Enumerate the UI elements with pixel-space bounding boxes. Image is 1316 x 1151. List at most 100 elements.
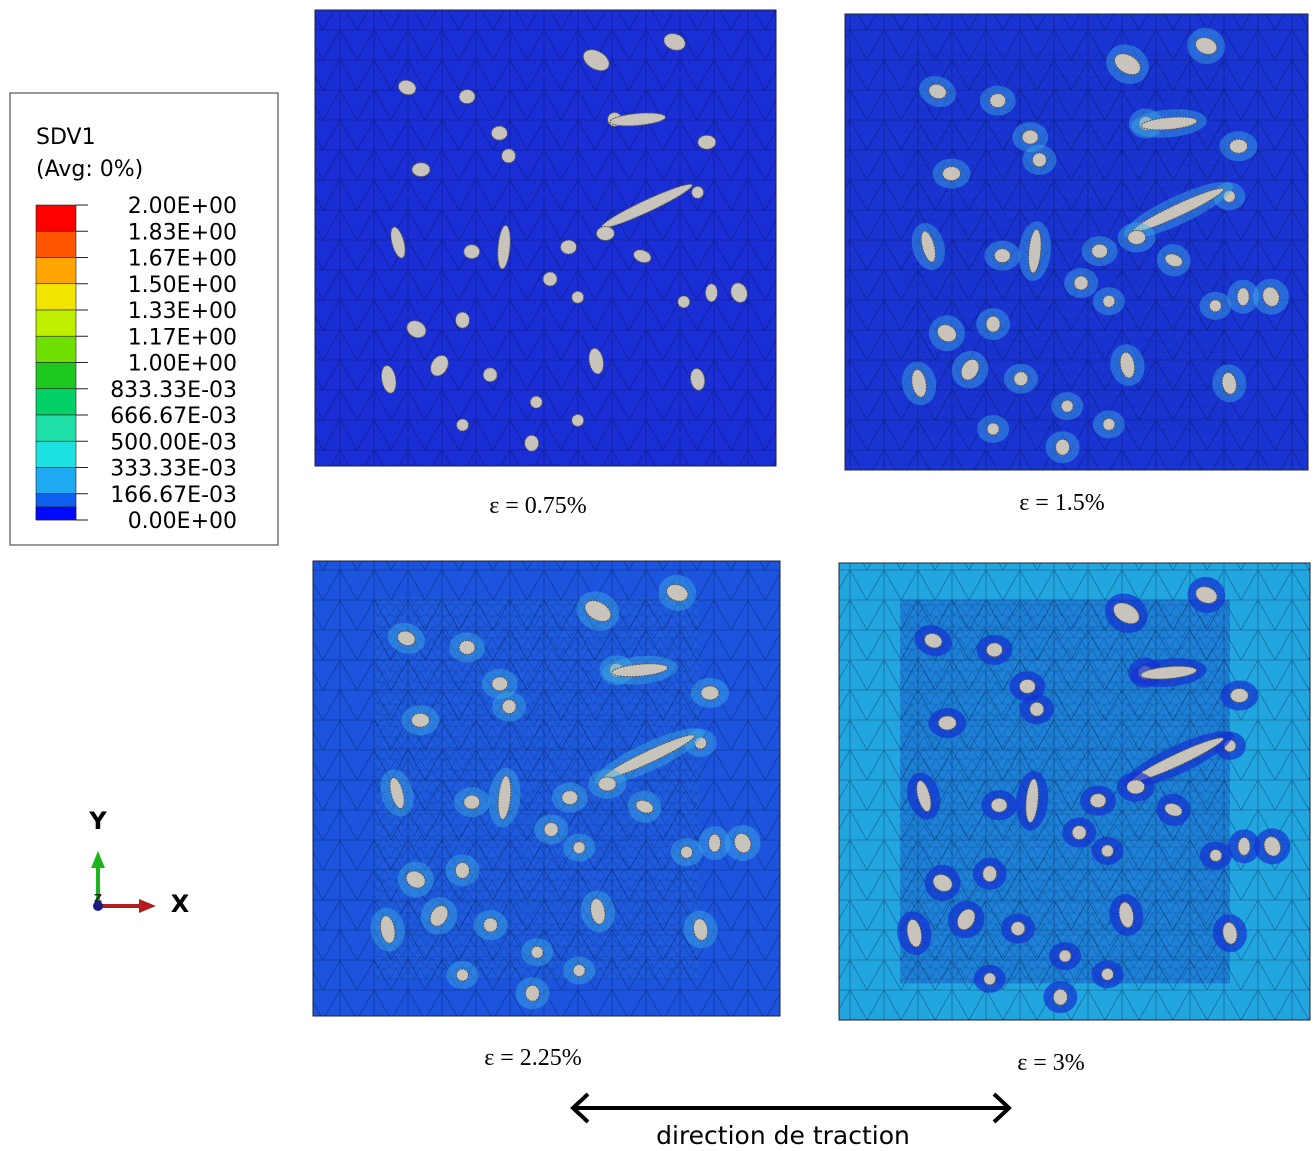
particle: [1025, 778, 1039, 824]
particle: [1221, 371, 1237, 395]
particle: [1010, 921, 1026, 937]
legend-swatch: [35, 414, 77, 442]
particle: [529, 395, 543, 409]
particle: [530, 945, 544, 959]
particle: [691, 185, 705, 199]
particle: [1102, 294, 1116, 308]
particle: [584, 600, 612, 623]
particle: [542, 271, 558, 287]
particle: [708, 833, 722, 853]
particle: [689, 367, 706, 391]
particle: [543, 821, 559, 837]
particle: [1263, 836, 1282, 857]
particle: [1237, 836, 1251, 856]
particle: [397, 79, 417, 96]
particle: [482, 917, 498, 933]
particle: [595, 225, 615, 241]
particle: [582, 49, 610, 72]
particle: [397, 630, 416, 647]
particle: [730, 282, 748, 304]
arrow-head-left: [570, 1092, 590, 1124]
z-label: Z: [94, 892, 102, 905]
particle: [597, 776, 617, 792]
particle: [983, 972, 997, 986]
arrow-head-right: [992, 1092, 1012, 1124]
particle: [1112, 602, 1140, 625]
particle: [1071, 825, 1087, 841]
legend-swatch: [35, 440, 77, 468]
panels: ε = 0.75% ε = 1.5% ε = 2.25% ε = 3%: [312, 9, 1311, 1076]
particle: [704, 283, 718, 303]
particle: [609, 112, 667, 127]
particle: [941, 166, 961, 182]
particle: [458, 89, 476, 105]
particle: [501, 699, 517, 715]
particle: [497, 775, 512, 821]
legend-label: 500.00E-03: [110, 430, 237, 455]
particle: [666, 583, 689, 602]
legend-label: 1.50E+00: [128, 273, 237, 298]
particle: [1028, 228, 1042, 274]
legend-label: 1.33E+00: [128, 299, 237, 324]
particle: [490, 125, 508, 141]
particle: [572, 841, 586, 855]
legend-swatch: [35, 388, 77, 416]
particle: [463, 244, 481, 260]
particle: [1164, 802, 1183, 817]
particle: [1119, 351, 1136, 379]
panel: ε = 3%: [838, 562, 1311, 1076]
particle: [960, 358, 980, 381]
x-label: X: [171, 890, 190, 918]
legend-scale: 2.00E+001.83E+001.67E+001.50E+001.33E+00…: [35, 194, 237, 534]
legend-swatch: [35, 204, 77, 232]
particle: [482, 367, 498, 383]
legend-swatch: [35, 506, 77, 521]
legend-title: SDV1: [36, 125, 96, 150]
z-axis-dot: [93, 901, 103, 911]
panel: ε = 2.25%: [312, 560, 781, 1071]
legend-label: 2.00E+00: [128, 194, 237, 219]
particle: [524, 984, 540, 1002]
particle: [663, 33, 686, 51]
particle: [430, 354, 449, 377]
particle: [928, 83, 947, 100]
particle: [379, 915, 396, 944]
legend-label: 1.67E+00: [128, 247, 237, 272]
particle: [455, 311, 471, 329]
particle: [1209, 848, 1223, 862]
particle: [993, 248, 1011, 264]
legend-label: 1.17E+00: [128, 325, 237, 350]
panel: ε = 1.5%: [844, 13, 1309, 516]
panel-caption: ε = 1.5%: [1019, 490, 1105, 516]
particle: [1058, 949, 1072, 963]
particle: [1222, 189, 1236, 203]
legend-swatch: [35, 362, 77, 390]
panel-caption: ε = 0.75%: [489, 493, 587, 519]
particle: [463, 794, 481, 810]
particle: [1052, 988, 1068, 1006]
particle: [1055, 438, 1071, 456]
panel: ε = 0.75%: [314, 9, 777, 519]
particle: [937, 715, 957, 731]
particle: [1140, 665, 1198, 680]
particle: [389, 777, 405, 810]
particle: [1222, 921, 1238, 945]
particle: [411, 162, 431, 178]
particle: [1029, 701, 1045, 717]
particle: [911, 369, 927, 398]
particle: [920, 230, 936, 263]
particle: [694, 736, 708, 750]
particle: [410, 712, 430, 728]
particle: [524, 434, 540, 452]
particle: [454, 861, 470, 879]
y-label: Y: [88, 807, 107, 835]
particle: [677, 295, 691, 309]
particle: [982, 865, 998, 883]
particle: [1018, 678, 1036, 694]
particle: [956, 908, 976, 931]
particle: [1089, 793, 1107, 809]
particle: [1073, 275, 1089, 291]
particle: [1013, 371, 1029, 387]
panel-caption: ε = 2.25%: [484, 1045, 582, 1071]
particle: [380, 365, 397, 394]
